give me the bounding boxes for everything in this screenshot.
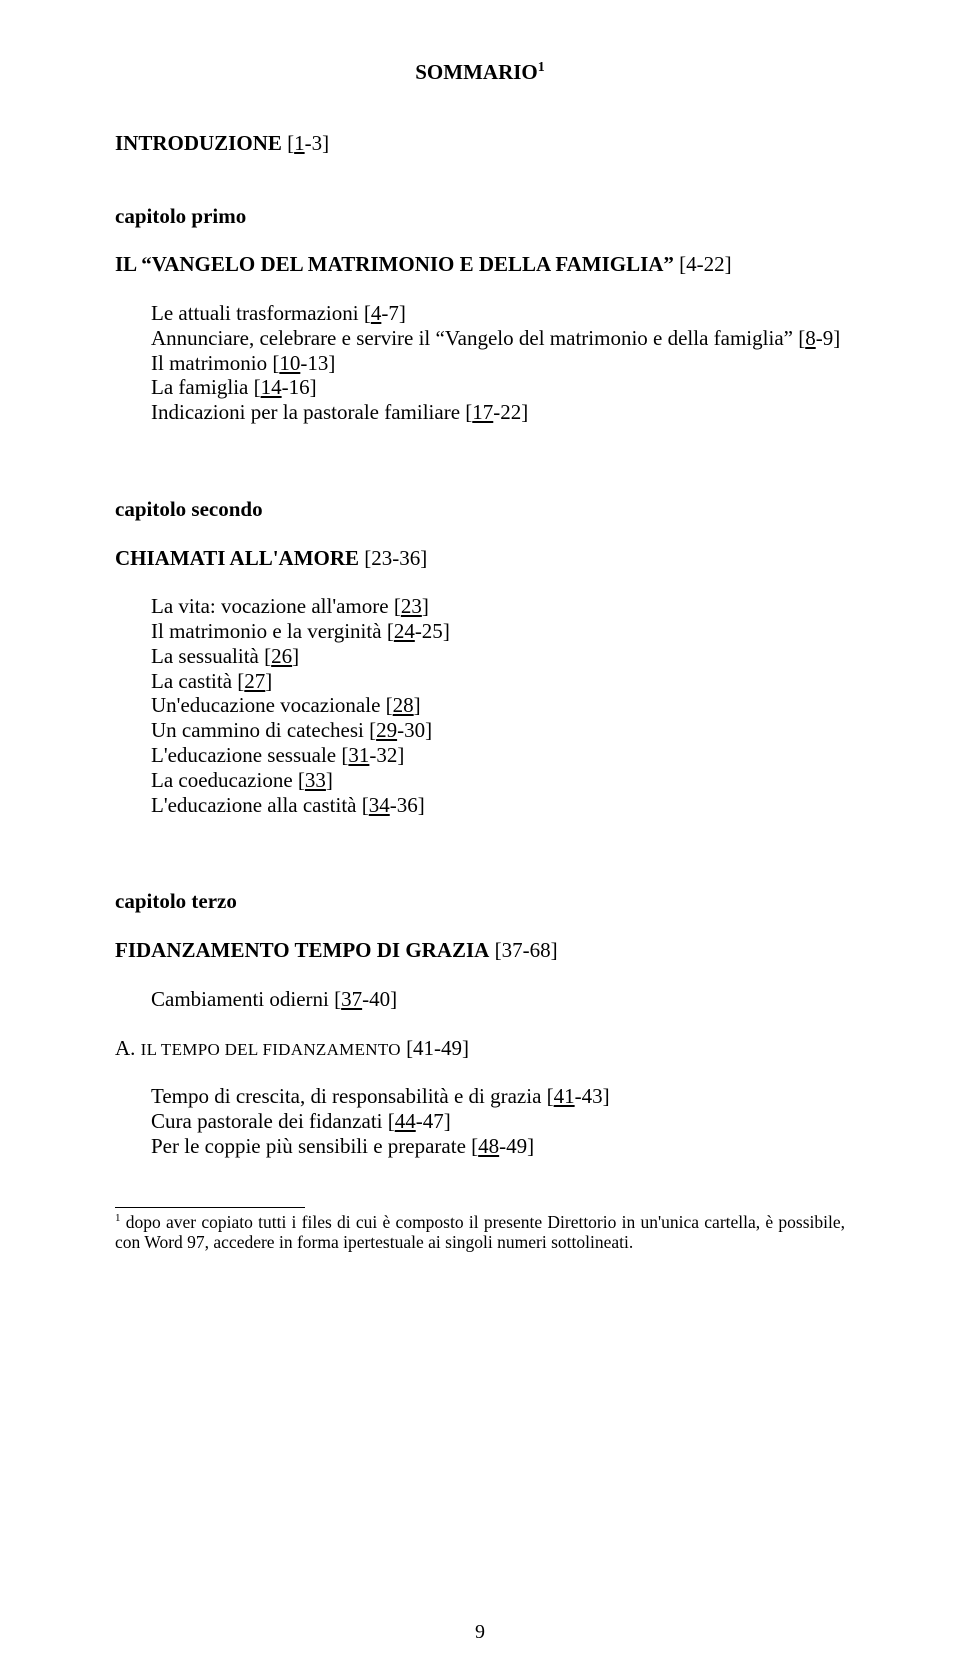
title-superscript: 1 (538, 60, 545, 75)
toc-item: La castità [27] (151, 669, 845, 694)
chapter3-title-line: FIDANZAMENTO TEMPO DI GRAZIA [37-68] (115, 938, 845, 963)
footnote-marker: 1 (115, 1212, 121, 1224)
toc-item: La famiglia [14-16] (151, 375, 845, 400)
toc-item: Tempo di crescita, di responsabilità e d… (151, 1084, 845, 1109)
title-text: SOMMARIO (415, 60, 538, 84)
toc-item: La sessualità [26] (151, 644, 845, 669)
chapter1-heading: capitolo primo (115, 204, 845, 229)
chapter3-section-a: A. IL TEMPO DEL FIDANZAMENTO [41-49] (115, 1036, 845, 1061)
toc-item: Il matrimonio e la verginità [24-25] (151, 619, 845, 644)
chapter2-range: [23-36] (364, 546, 427, 570)
footnote: 1 dopo aver copiato tutti i files di cui… (115, 1212, 845, 1252)
chapter3-intro-items: Cambiamenti odierni [37-40] (115, 987, 845, 1012)
chapter2-title-line: CHIAMATI ALL'AMORE [23-36] (115, 546, 845, 571)
intro-heading: INTRODUZIONE [1-3] (115, 131, 845, 156)
toc-item: Cura pastorale dei fidanzati [44-47] (151, 1109, 845, 1134)
footnote-text: dopo aver copiato tutti i files di cui è… (115, 1212, 845, 1252)
chapter1-title-line: IL “VANGELO DEL MATRIMONIO E DELLA FAMIG… (115, 252, 845, 277)
chapter2-heading: capitolo secondo (115, 497, 845, 522)
chapter3-section-a-items: Tempo di crescita, di responsabilità e d… (115, 1084, 845, 1158)
chapter3-range: [37-68] (495, 938, 558, 962)
toc-item: Un'educazione vocazionale [28] (151, 693, 845, 718)
chapter2-title: CHIAMATI ALL'AMORE (115, 546, 359, 570)
chapter3-heading: capitolo terzo (115, 889, 845, 914)
toc-item: Annunciare, celebrare e servire il “Vang… (151, 326, 845, 351)
chapter2-items: La vita: vocazione all'amore [23] Il mat… (115, 594, 845, 817)
toc-item: Indicazioni per la pastorale familiare [… (151, 400, 845, 425)
toc-item: Per le coppie più sensibili e preparate … (151, 1134, 845, 1159)
page-number: 9 (0, 1621, 960, 1644)
toc-item: L'educazione sessuale [31-32] (151, 743, 845, 768)
toc-item: Il matrimonio [10-13] (151, 351, 845, 376)
toc-item: Un cammino di catechesi [29-30] (151, 718, 845, 743)
chapter1-range: [4-22] (679, 252, 731, 276)
document-title: SOMMARIO1 (115, 60, 845, 85)
toc-item: Cambiamenti odierni [37-40] (151, 987, 845, 1012)
section-a-range: [41-49] (406, 1036, 469, 1060)
toc-item: L'educazione alla castità [34-36] (151, 793, 845, 818)
chapter1-items: Le attuali trasformazioni [4-7] Annuncia… (115, 301, 845, 425)
section-a-label: IL TEMPO DEL FIDANZAMENTO (141, 1040, 401, 1059)
chapter1-title: IL “VANGELO DEL MATRIMONIO E DELLA FAMIG… (115, 252, 674, 276)
intro-label: INTRODUZIONE (115, 131, 282, 155)
toc-item: La coeducazione [33] (151, 768, 845, 793)
chapter3-title: FIDANZAMENTO TEMPO DI GRAZIA (115, 938, 489, 962)
intro-range: [1-3] (287, 131, 329, 155)
footnote-rule (115, 1207, 305, 1208)
section-a-prefix: A. (115, 1036, 141, 1060)
toc-item: Le attuali trasformazioni [4-7] (151, 301, 845, 326)
toc-item: La vita: vocazione all'amore [23] (151, 594, 845, 619)
